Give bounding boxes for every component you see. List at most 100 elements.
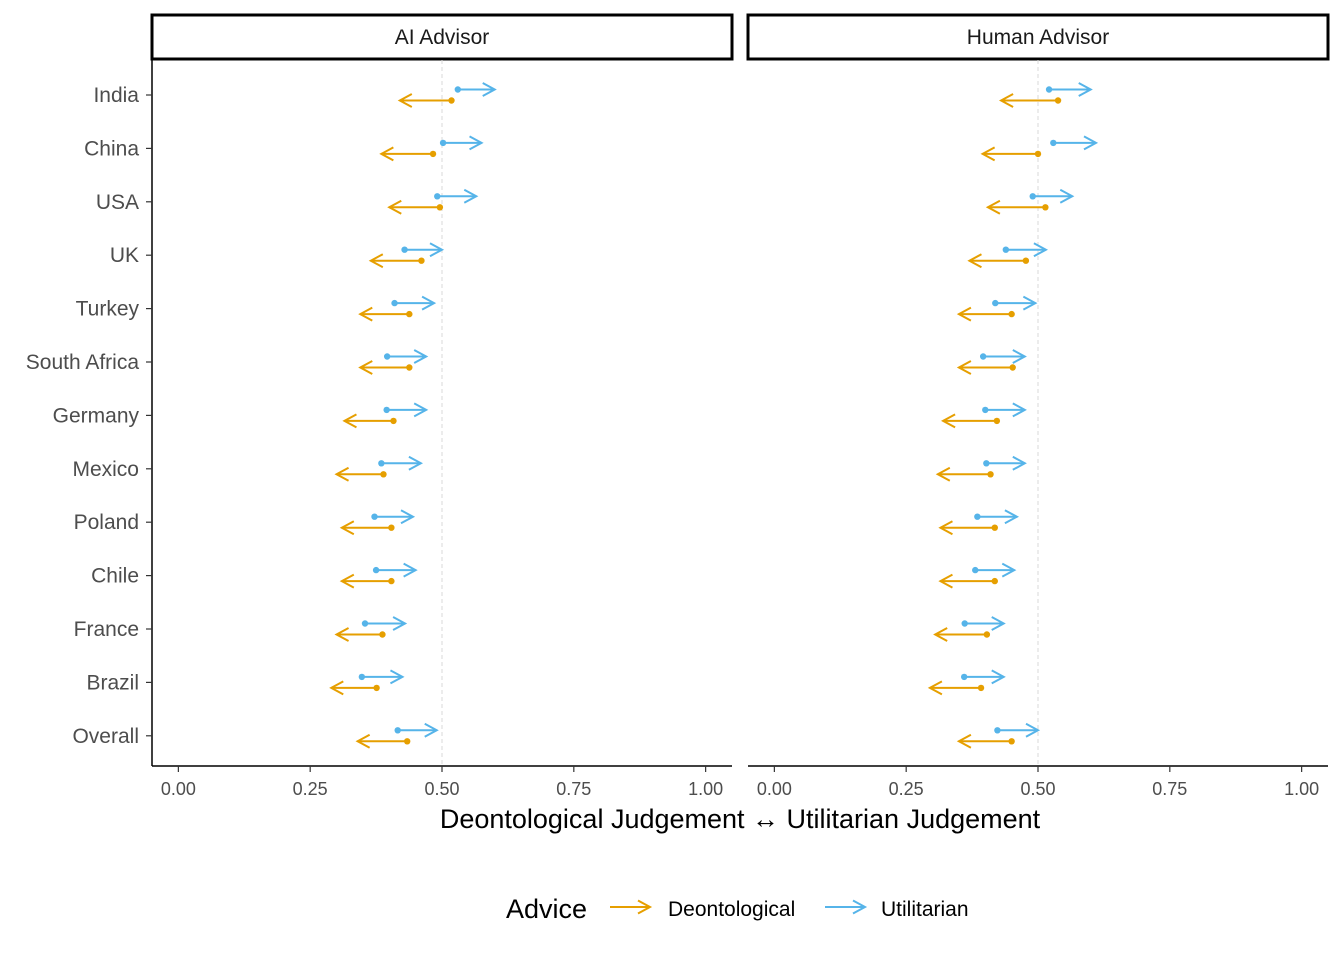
x-axis-title: Deontological Judgement ↔ Utilitarian Ju… <box>440 804 1041 834</box>
arrow-deontological-1-9-point <box>388 524 395 531</box>
legend: Advice Deontological Utilitarian <box>506 894 969 924</box>
arrow-deontological-2-8 <box>935 466 994 482</box>
arrow-utilitarian-1-8-head <box>408 455 424 471</box>
arrow-deontological-1-8-point <box>380 471 387 478</box>
y-tick-label-2: China <box>84 137 139 160</box>
arrow-utilitarian-2-8-head <box>1012 455 1027 471</box>
arrow-utilitarian-1-12-point <box>358 673 366 681</box>
arrow-deontological-2-6-head <box>956 360 972 375</box>
arrow-deontological-1-13-head <box>355 733 371 749</box>
arrow-utilitarian-1-1-head <box>482 82 497 97</box>
arrow-deontological-1-6-head <box>358 360 373 375</box>
arrow-deontological-2-3-point <box>1042 204 1049 211</box>
y-tick-label-9: Poland <box>74 511 139 534</box>
arrow-utilitarian-2-4 <box>1002 242 1049 258</box>
arrow-utilitarian-1-11-head <box>392 616 408 631</box>
arrow-deontological-1-1-head <box>397 93 413 108</box>
arrow-deontological-2-1-head <box>998 93 1014 108</box>
x-tick-label-2-0: 0.00 <box>757 779 792 799</box>
arrow-utilitarian-2-10 <box>972 562 1017 578</box>
arrow-deontological-1-4-head <box>368 253 384 269</box>
arrow-deontological-1-3 <box>387 199 444 215</box>
arrow-deontological-2-8-point <box>987 471 994 478</box>
arrow-deontological-1-6-point <box>406 364 413 371</box>
arrow-utilitarian-1-10-head <box>403 562 418 578</box>
arrow-utilitarian-2-13-head <box>1025 722 1041 738</box>
arrow-utilitarian-1-7-head <box>413 402 429 418</box>
arrow-utilitarian-2-1-point <box>1045 86 1053 93</box>
arrow-utilitarian-2-11-point <box>961 620 968 627</box>
arrow-utilitarian-1-9-head <box>400 509 416 525</box>
arrow-deontological-2-7-head <box>940 413 956 429</box>
arrow-utilitarian-1-2 <box>439 135 484 151</box>
arrow-utilitarian-2-12-point <box>960 673 968 681</box>
arrow-utilitarian-1-12-head <box>389 669 405 685</box>
arrow-utilitarian-2-13 <box>994 722 1041 738</box>
arrow-utilitarian-1-2-point <box>439 139 447 147</box>
legend-label-deontological: Deontological <box>668 898 795 921</box>
arrow-deontological-1-12-head <box>329 680 344 696</box>
arrow-deontological-2-9-point <box>991 524 998 531</box>
arrow-utilitarian-1-9 <box>371 509 416 525</box>
arrow-utilitarian-2-6-head <box>1012 349 1027 364</box>
x-tick-label-1-2: 0.50 <box>424 779 459 799</box>
arrow-deontological-1-2-head <box>379 146 394 162</box>
arrow-deontological-1-13 <box>355 733 411 749</box>
arrow-deontological-1-7-point <box>390 417 397 425</box>
arrow-deontological-1-9 <box>339 520 395 536</box>
arrow-deontological-1-2-point <box>429 150 437 158</box>
arrow-deontological-2-6 <box>956 360 1016 375</box>
arrow-deontological-2-4-point <box>1022 257 1030 264</box>
x-tick-label-2-3: 0.75 <box>1152 779 1187 799</box>
arrow-deontological-2-2-point <box>1034 150 1042 158</box>
arrow-utilitarian-1-1-point <box>454 86 462 93</box>
arrow-utilitarian-2-12-head <box>991 669 1006 685</box>
arrow-utilitarian-2-8 <box>983 455 1027 471</box>
arrow-deontological-1-2 <box>379 146 437 162</box>
arrow-utilitarian-2-6 <box>979 349 1027 364</box>
y-tick-label-13: Overall <box>72 725 139 748</box>
arrow-utilitarian-1-1 <box>454 82 497 97</box>
x-tick-label-2-2: 0.50 <box>1020 779 1055 799</box>
arrow-utilitarian-2-3-point <box>1029 193 1036 200</box>
facet-strip-2 <box>746 13 1330 61</box>
arrow-deontological-2-6-point <box>1009 364 1016 371</box>
arrow-deontological-1-12 <box>329 680 380 696</box>
arrow-deontological-2-13-point <box>1008 738 1015 745</box>
arrow-deontological-2-8-head <box>935 466 951 482</box>
arrow-deontological-1-11 <box>334 627 386 642</box>
x-tick-label-1-1: 0.25 <box>293 779 328 799</box>
arrow-utilitarian-2-1 <box>1045 82 1093 97</box>
arrow-deontological-2-13-head <box>956 733 972 749</box>
legend-title: Advice <box>506 894 587 924</box>
arrow-utilitarian-2-3-head <box>1059 188 1075 204</box>
arrow-utilitarian-1-13 <box>394 722 439 738</box>
arrow-deontological-2-2 <box>980 146 1042 162</box>
arrow-deontological-2-11-point <box>983 631 991 638</box>
arrow-utilitarian-1-11-point <box>361 620 369 627</box>
x-tick-label-2-4: 1.00 <box>1284 779 1319 799</box>
arrow-deontological-1-1-point <box>448 97 455 104</box>
arrow-deontological-2-4-head <box>967 253 982 269</box>
arrow-deontological-2-10-head <box>938 573 953 589</box>
arrow-deontological-1-11-head <box>334 627 350 642</box>
legend-label-utilitarian: Utilitarian <box>881 898 969 921</box>
arrow-deontological-1-3-head <box>387 199 402 215</box>
arrow-deontological-1-12-point <box>373 684 380 692</box>
arrow-utilitarian-1-4 <box>401 242 445 258</box>
arrow-deontological-1-5-head <box>358 306 373 322</box>
arrow-utilitarian-2-2-point <box>1050 139 1057 147</box>
arrow-deontological-2-7 <box>940 413 1001 429</box>
arrow-utilitarian-1-3 <box>434 188 479 204</box>
arrow-utilitarian-2-2-head <box>1083 135 1099 151</box>
arrow-utilitarian-1-7 <box>383 402 429 418</box>
arrow-utilitarian-1-6-head <box>413 349 429 364</box>
arrow-utilitarian-1-6-point <box>383 353 391 360</box>
arrow-utilitarian-1-10 <box>372 562 418 578</box>
y-tick-label-4: UK <box>110 244 139 267</box>
arrow-utilitarian-1-9-point <box>371 513 378 520</box>
arrow-deontological-2-10 <box>938 573 998 589</box>
arrow-utilitarian-1-5-head <box>421 295 437 311</box>
